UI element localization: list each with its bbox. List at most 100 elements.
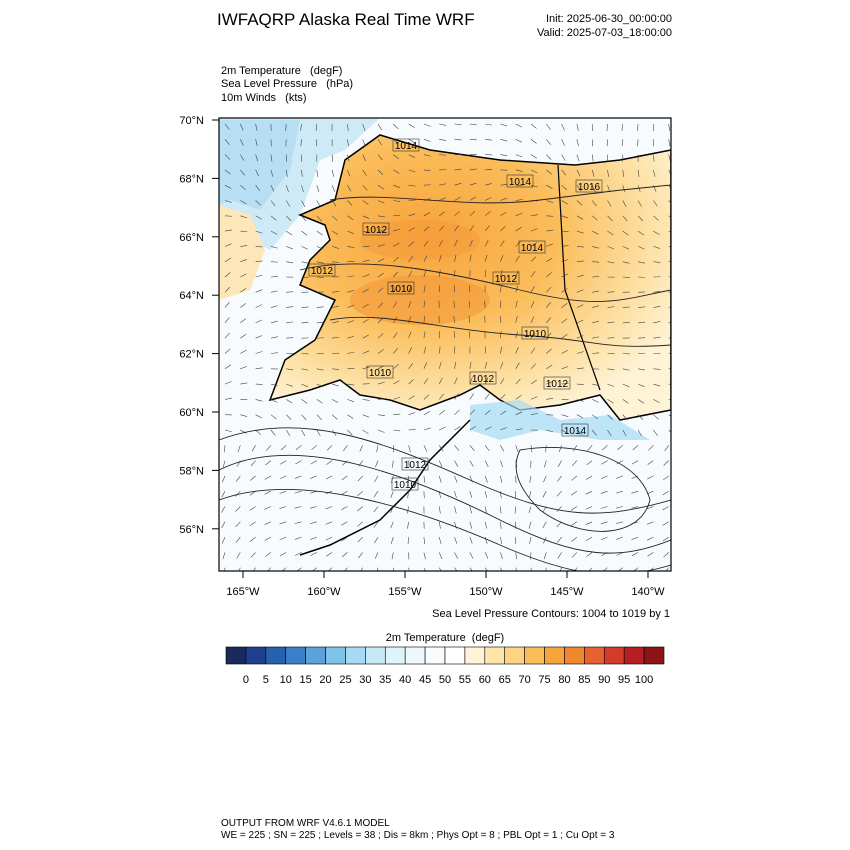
wind-barb [438, 506, 441, 514]
wind-barb [224, 429, 232, 433]
colorbar-box [464, 646, 486, 665]
wind-barb [653, 321, 661, 324]
wind-barb [529, 475, 532, 483]
wind-barb [438, 521, 441, 529]
map-frame [218, 117, 672, 572]
wind-barb [469, 139, 477, 141]
wind-barb [240, 230, 248, 232]
wind-barb [576, 169, 581, 177]
wind-barb [530, 154, 538, 159]
wind-barb [331, 230, 339, 235]
wind-barb [500, 331, 502, 339]
wind-barb [423, 270, 427, 278]
colorbar-tick-label: 20 [319, 674, 331, 686]
wind-barb [270, 169, 274, 177]
wind-barb [528, 506, 532, 514]
wind-barb [438, 552, 443, 559]
wind-barb [591, 169, 595, 177]
wind-barb [500, 123, 508, 127]
wind-barb [408, 347, 413, 354]
wind-barb [423, 378, 429, 385]
wind-barb [576, 335, 584, 339]
wind-barb [546, 139, 551, 145]
contour-info: Sea Level Pressure Contours: 1004 to 101… [432, 608, 670, 620]
wind-barb [332, 336, 340, 339]
contour-label: 1010 [394, 480, 417, 491]
wind-barb [393, 169, 400, 174]
wind-barb [530, 139, 537, 144]
wind-barb [300, 139, 302, 147]
wind-barb [668, 139, 671, 147]
wind-barb [358, 460, 363, 467]
wind-barb [454, 460, 459, 467]
wind-barb [224, 381, 232, 385]
wind-barb [469, 536, 473, 544]
wind-barb [616, 460, 623, 465]
wind-barb [586, 460, 593, 466]
wind-barb [453, 300, 455, 308]
field-label: Sea Level Pressure (hPa) [221, 78, 353, 90]
wind-barb [622, 215, 628, 222]
wind-barb [622, 321, 630, 324]
wind-barb [591, 185, 596, 192]
wind-barb [357, 475, 363, 482]
wind-barb [454, 139, 462, 141]
wind-barb [607, 399, 614, 404]
wind-barb [622, 246, 630, 250]
wind-barb [557, 552, 562, 559]
wind-barb [454, 445, 460, 451]
wind-barb [529, 537, 532, 545]
wind-barb [576, 274, 584, 278]
wind-barb [663, 460, 669, 466]
wind-barb [423, 445, 428, 452]
wind-barb [224, 364, 231, 370]
wind-barb [294, 490, 302, 494]
wind-barb [407, 521, 409, 529]
wind-barb [301, 429, 306, 437]
wind-barb [408, 331, 412, 339]
wind-barb [393, 257, 399, 262]
wind-barb [546, 184, 553, 189]
wind-barb [393, 123, 399, 130]
wind-barb [561, 184, 567, 191]
wind-barb [530, 271, 536, 278]
wind-barb [222, 552, 226, 560]
wind-barb [393, 380, 400, 385]
wind-barb [561, 273, 568, 278]
wind-barb [556, 490, 562, 497]
wind-barb [585, 521, 593, 525]
wind-barb [546, 123, 551, 130]
colorbar-box [225, 646, 247, 665]
wind-barb [347, 123, 349, 131]
wind-barb [622, 306, 630, 308]
wind-barb [546, 229, 554, 232]
wind-barb [515, 169, 523, 172]
wind-barb [571, 475, 578, 481]
contour-label-box [401, 457, 429, 471]
wind-barb [316, 399, 323, 404]
wind-barb [571, 552, 578, 558]
contour-label-box [492, 271, 520, 285]
wind-barb [294, 475, 302, 479]
wind-barb [622, 185, 626, 193]
colorbar-tick-label: 80 [558, 674, 570, 686]
wind-barb [255, 274, 263, 278]
wind-barb [545, 445, 547, 453]
wind-barb [454, 491, 457, 498]
wind-barb [279, 536, 287, 541]
wind-barb [408, 567, 410, 571]
wind-barb [301, 414, 307, 421]
wind-barb [561, 154, 566, 161]
wind-barb [576, 289, 584, 293]
wind-barb [362, 259, 370, 262]
wind-barb [376, 445, 379, 453]
wind-barb [484, 346, 487, 354]
wind-barb [362, 414, 370, 418]
wind-barb [255, 200, 261, 206]
wind-barb [438, 225, 445, 232]
wind-barb [632, 445, 639, 451]
wind-barb [484, 460, 489, 467]
wind-barb [374, 475, 379, 483]
wind-barb [484, 377, 489, 385]
wind-barb [653, 399, 660, 403]
